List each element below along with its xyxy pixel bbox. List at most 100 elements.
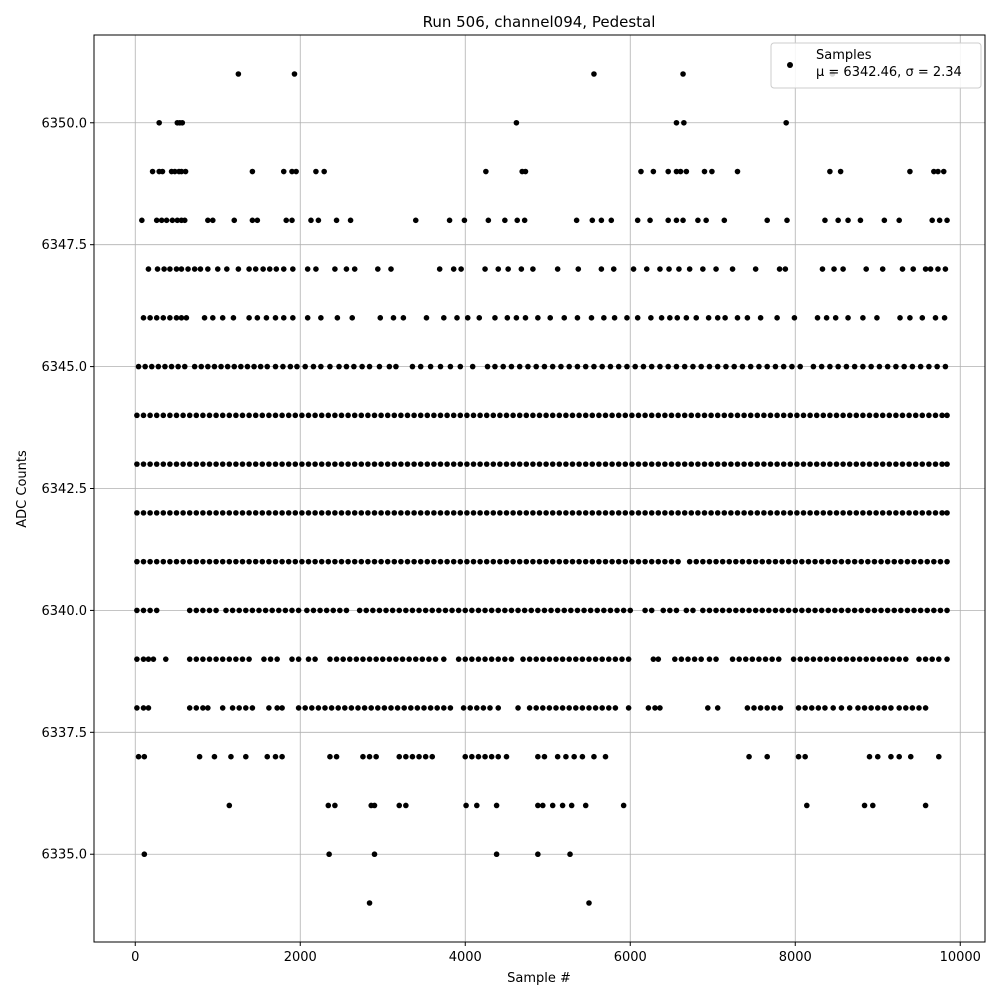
data-point — [423, 315, 430, 321]
data-point — [167, 412, 173, 419]
data-point — [404, 461, 411, 467]
chart-title: Run 506, channel094, Pedestal — [423, 13, 656, 31]
data-point — [818, 363, 825, 370]
data-point — [589, 412, 596, 419]
data-point — [175, 363, 181, 370]
data-point — [543, 412, 549, 419]
data-point — [200, 607, 206, 614]
data-point — [444, 558, 450, 565]
data-point — [866, 510, 873, 516]
data-point — [379, 656, 386, 662]
data-point — [373, 656, 379, 662]
data-point — [272, 315, 279, 321]
data-point — [502, 607, 508, 614]
data-point — [304, 315, 311, 321]
data-point — [566, 363, 572, 370]
data-point — [677, 168, 684, 175]
data-point — [612, 656, 619, 662]
data-point — [937, 558, 944, 565]
data-point — [863, 266, 869, 272]
data-point — [246, 510, 252, 516]
data-point — [226, 656, 233, 662]
data-point — [302, 705, 309, 711]
data-point — [886, 510, 893, 516]
data-point — [376, 363, 383, 370]
data-point — [186, 656, 193, 662]
data-point — [154, 266, 161, 272]
data-point — [868, 363, 874, 370]
data-point — [508, 363, 515, 370]
data-point — [719, 607, 726, 614]
x-tick-label: 2000 — [284, 950, 317, 965]
data-point — [167, 461, 173, 467]
data-point — [226, 510, 233, 516]
data-point — [747, 510, 754, 516]
data-point — [521, 607, 528, 614]
data-point — [629, 510, 635, 516]
data-point — [338, 461, 345, 467]
data-point — [655, 412, 662, 419]
data-point — [231, 363, 238, 370]
data-point — [541, 753, 548, 760]
data-point — [197, 266, 204, 272]
data-point — [876, 656, 883, 662]
data-point — [206, 461, 213, 467]
data-point — [643, 266, 650, 272]
data-point — [754, 412, 761, 419]
data-point — [635, 461, 642, 467]
data-point — [332, 266, 338, 272]
data-point — [558, 363, 564, 370]
data-point — [629, 412, 635, 419]
data-point — [609, 461, 615, 467]
data-point — [396, 802, 403, 809]
data-point — [766, 607, 772, 614]
data-point — [747, 412, 754, 419]
data-point — [561, 607, 568, 614]
data-point — [139, 217, 145, 224]
data-point — [876, 363, 883, 370]
data-point — [739, 607, 746, 614]
data-point — [206, 412, 213, 419]
data-point — [147, 607, 153, 614]
data-point — [411, 461, 417, 467]
data-point — [535, 753, 541, 760]
data-point — [800, 461, 807, 467]
data-point — [891, 558, 898, 565]
data-point — [932, 315, 939, 321]
data-point — [340, 656, 346, 662]
data-point — [173, 412, 180, 419]
data-point — [822, 217, 828, 224]
data-point — [635, 558, 642, 565]
data-point — [883, 656, 889, 662]
data-point — [483, 168, 489, 175]
data-point — [903, 705, 909, 711]
data-point — [675, 412, 681, 419]
data-point — [926, 363, 932, 370]
data-point — [871, 558, 878, 565]
y-axis-label: ADC Counts — [15, 450, 30, 528]
data-point — [556, 412, 563, 419]
data-point — [935, 266, 941, 272]
data-point — [941, 315, 948, 321]
data-point — [299, 461, 305, 467]
data-point — [810, 656, 817, 662]
data-point — [856, 656, 863, 662]
data-point — [365, 412, 371, 419]
data-point — [349, 315, 356, 321]
data-point — [160, 315, 167, 321]
data-point — [416, 753, 422, 760]
data-point — [535, 315, 541, 321]
data-point — [713, 266, 719, 272]
data-point — [211, 363, 218, 370]
data-point — [860, 363, 866, 370]
data-point — [437, 363, 444, 370]
legend-box — [770, 42, 982, 89]
data-point — [312, 510, 318, 516]
data-point — [549, 363, 556, 370]
data-point — [371, 802, 378, 809]
data-point — [833, 510, 840, 516]
data-point — [411, 510, 417, 516]
data-point — [812, 558, 818, 565]
data-point — [756, 363, 762, 370]
